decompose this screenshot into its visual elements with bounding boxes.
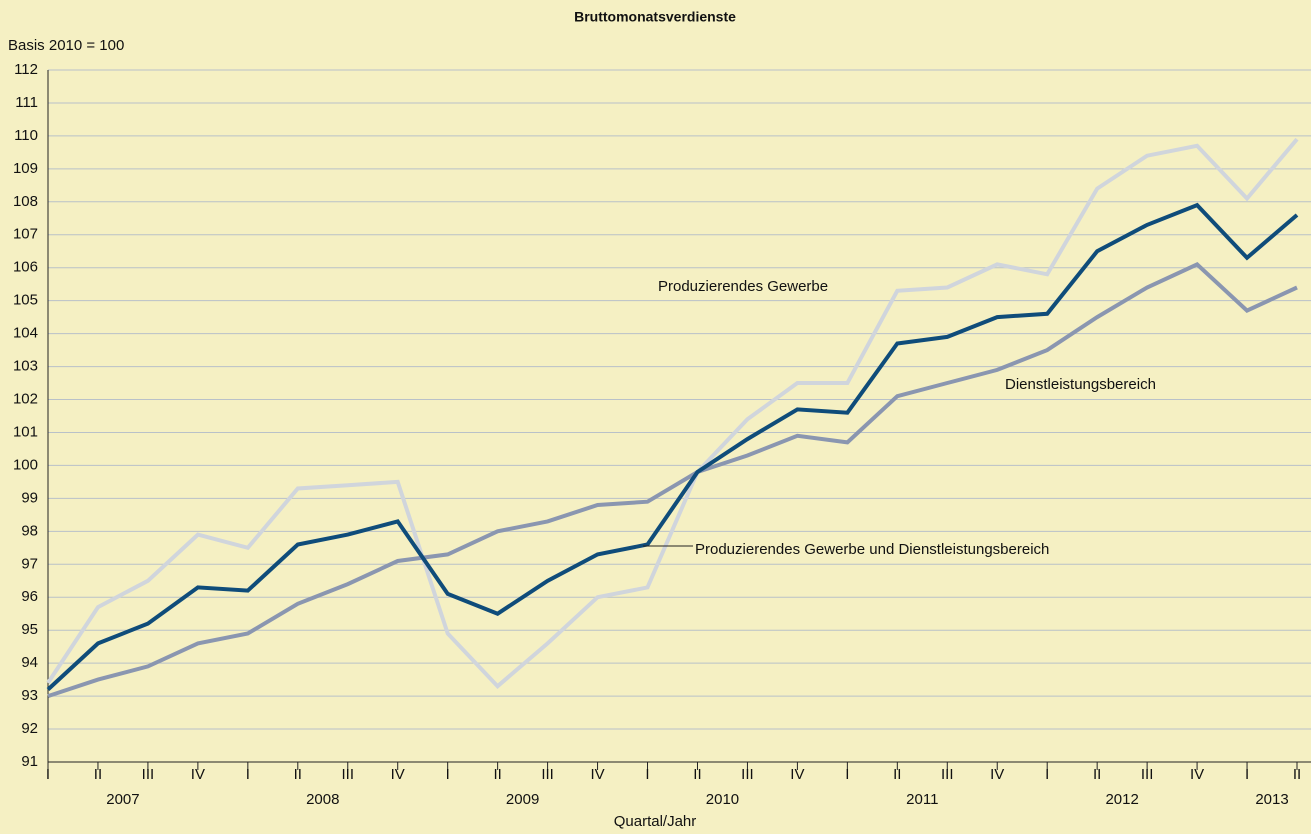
- y-tick-label: 100: [13, 456, 38, 473]
- y-tick-label: 104: [13, 325, 38, 342]
- year-label: 2007: [106, 791, 139, 808]
- x-tick-label: II: [693, 766, 701, 783]
- x-tick-label: III: [1141, 766, 1154, 783]
- y-tick-label: 102: [13, 390, 38, 407]
- y-tick-label: 92: [21, 720, 38, 737]
- year-label: 2013: [1255, 791, 1288, 808]
- series-line: [47, 262, 1298, 698]
- x-tick-label: I: [446, 766, 450, 783]
- x-tick-label: IV: [590, 766, 604, 783]
- y-tick-label: 112: [14, 61, 38, 78]
- y-tick-label: 101: [13, 423, 38, 440]
- x-tick-label: IV: [191, 766, 205, 783]
- x-tick-label: III: [941, 766, 954, 783]
- x-tick-label: II: [1093, 766, 1101, 783]
- y-tick-label: 107: [13, 226, 38, 243]
- x-tick-label: IV: [990, 766, 1004, 783]
- y-tick-label: 108: [13, 193, 38, 210]
- x-tick-label: I: [246, 766, 250, 783]
- y-tick-label: 103: [13, 358, 38, 375]
- x-tick-label: I: [1045, 766, 1049, 783]
- x-tick-label: II: [1293, 766, 1301, 783]
- year-label: 2012: [1105, 791, 1138, 808]
- y-tick-label: 94: [21, 654, 38, 671]
- series-label: Produzierendes Gewerbe und Dienstleistun…: [695, 541, 1049, 558]
- series-label: Dienstleistungsbereich: [1005, 376, 1156, 393]
- x-tick-label: I: [845, 766, 849, 783]
- y-tick-label: 95: [21, 621, 38, 638]
- year-label: 2010: [706, 791, 739, 808]
- y-tick-label: 109: [13, 160, 38, 177]
- x-tick-label: II: [94, 766, 102, 783]
- y-tick-label: 105: [13, 292, 38, 309]
- x-tick-label: III: [741, 766, 754, 783]
- x-tick-label: I: [645, 766, 649, 783]
- y-tick-label: 110: [14, 127, 38, 144]
- x-tick-label: I: [1245, 766, 1249, 783]
- y-tick-label: 98: [21, 522, 38, 539]
- x-axis-label: Quartal/Jahr: [614, 813, 697, 830]
- x-tick-label: I: [46, 766, 50, 783]
- x-tick-label: III: [142, 766, 155, 783]
- y-tick-label: 111: [15, 94, 38, 111]
- y-tick-label: 106: [13, 259, 38, 276]
- x-tick-label: IV: [391, 766, 405, 783]
- year-label: 2008: [306, 791, 339, 808]
- year-label: 2011: [906, 791, 938, 808]
- x-tick-label: IV: [790, 766, 804, 783]
- y-tick-label: 99: [21, 489, 38, 506]
- y-tick-label: 91: [21, 753, 38, 770]
- y-tick-label: 93: [21, 687, 38, 704]
- series-line: [46, 202, 1299, 691]
- x-tick-label: II: [493, 766, 501, 783]
- year-label: 2009: [506, 791, 539, 808]
- y-axis-label: Basis 2010 = 100: [8, 37, 124, 54]
- series-label: Produzierendes Gewerbe: [658, 278, 828, 295]
- x-tick-label: IV: [1190, 766, 1204, 783]
- x-tick-label: II: [294, 766, 302, 783]
- y-tick-label: 96: [21, 588, 38, 605]
- series-line: [46, 137, 1299, 689]
- x-tick-label: II: [893, 766, 901, 783]
- chart-title: Bruttomonatsverdienste: [574, 9, 736, 25]
- x-tick-label: III: [342, 766, 355, 783]
- y-tick-label: 97: [21, 555, 38, 572]
- x-tick-label: III: [541, 766, 554, 783]
